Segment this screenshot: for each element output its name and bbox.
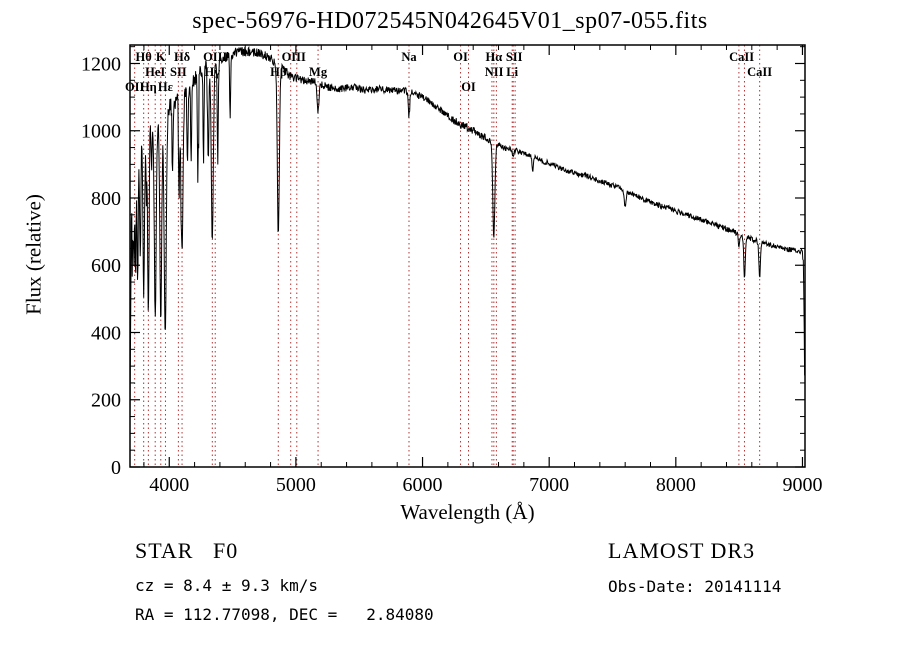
spectral-line-label: NII: [485, 65, 504, 79]
spectral-line-label: OI: [453, 50, 468, 64]
spectral-line-label: CaII: [729, 50, 754, 64]
spectral-line-label: Hβ: [270, 65, 287, 79]
spectral-line-label: Hθ: [136, 50, 152, 64]
x-axis-label: Wavelength (Å): [400, 500, 535, 524]
ra-dec-line: RA = 112.77098, DEC = 2.84080: [135, 605, 434, 624]
survey-release: LAMOST DR3: [608, 538, 756, 563]
y-tick-label: 800: [91, 188, 121, 210]
x-tick-label: 8000: [656, 474, 696, 496]
plot-title: spec-56976-HD072545N042645V01_sp07-055.f…: [192, 8, 708, 34]
spectral-line-label: K: [156, 50, 166, 64]
spectral-line-label: Na: [401, 50, 417, 64]
y-axis-label: Flux (relative): [21, 194, 46, 315]
spectral-line-label: CaII: [747, 65, 772, 79]
spectral-line-label: Hγ: [205, 65, 221, 79]
y-tick-label: 1200: [81, 53, 121, 75]
spectral-line-label: SII: [170, 65, 187, 79]
spectral-line-label: Mg: [309, 65, 328, 79]
spectral-line-label: OIII: [282, 50, 306, 64]
y-tick-label: 600: [91, 255, 121, 277]
spectral-line-label: HeI: [145, 65, 165, 79]
spectral-line-label: Hδ: [174, 50, 191, 64]
spectral-line-label: OIII: [203, 50, 227, 64]
plot-frame: [129, 44, 806, 468]
spectral-line-label: Hα: [485, 50, 502, 64]
spectral-line-label: Hη: [140, 80, 157, 94]
spectral-line-label: OII: [125, 80, 145, 94]
x-tick-label: 7000: [529, 474, 569, 496]
x-tick-label: 6000: [403, 474, 443, 496]
object-class-and-subclass: STAR F0: [135, 538, 239, 563]
x-tick-label: 4000: [149, 474, 189, 496]
x-tick-label: 9000: [782, 474, 822, 496]
x-tick-label: 5000: [276, 474, 316, 496]
spectral-line-label: Hε: [158, 80, 174, 94]
spectral-line-label: OI: [461, 80, 476, 94]
spectral-line-label: SII: [506, 50, 523, 64]
y-tick-label: 400: [91, 322, 121, 344]
radial-velocity-line: cz = 8.4 ± 9.3 km/s: [135, 576, 319, 595]
y-tick-label: 0: [111, 457, 121, 479]
spectrum-trace: [129, 45, 806, 422]
spectral-line-label: Li: [506, 65, 518, 79]
y-tick-label: 200: [91, 390, 121, 412]
obs-date-line: Obs-Date: 20141114: [608, 577, 782, 596]
y-tick-label: 1000: [81, 121, 121, 143]
